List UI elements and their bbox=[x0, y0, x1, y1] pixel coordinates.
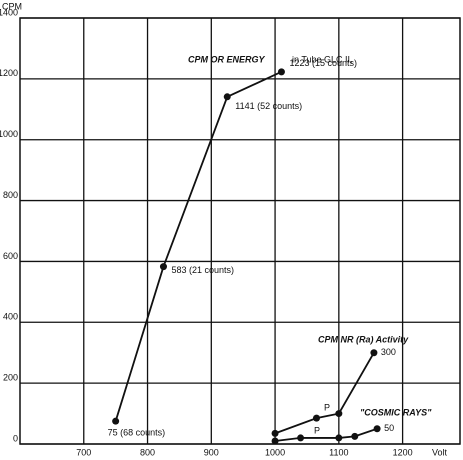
data-label: 75 (68 counts) bbox=[108, 428, 166, 438]
data-point bbox=[112, 417, 120, 425]
data-label: 1223 (15 counts) bbox=[289, 58, 357, 68]
series-line bbox=[274, 427, 378, 442]
x-tick-label: 900 bbox=[204, 447, 219, 457]
series-label: CPM OR ENERGY bbox=[188, 54, 266, 64]
y-tick-label: 1400 bbox=[0, 7, 18, 17]
annotation: P bbox=[314, 425, 320, 435]
x-tick-label: 1000 bbox=[265, 447, 285, 457]
series-label: "COSMIC RAYS" bbox=[360, 407, 432, 417]
y-tick-label: 1000 bbox=[0, 129, 18, 139]
y-tick-label: 600 bbox=[3, 251, 18, 261]
annotation: in Tube GLC II, bbox=[292, 54, 353, 64]
plot-frame bbox=[19, 17, 461, 445]
x-tick-label: 1200 bbox=[393, 447, 413, 457]
data-point bbox=[159, 263, 167, 271]
data-point bbox=[271, 437, 279, 445]
data-label: 583 (21 counts) bbox=[171, 265, 234, 275]
y-axis-label: CPM bbox=[2, 1, 22, 11]
data-point bbox=[297, 434, 305, 442]
data-point bbox=[271, 429, 279, 437]
data-point bbox=[335, 434, 343, 442]
data-point bbox=[335, 410, 343, 418]
annotation: P bbox=[324, 402, 330, 412]
x-tick-label: 800 bbox=[140, 447, 155, 457]
y-tick-label: 0 bbox=[13, 433, 18, 443]
data-point bbox=[351, 432, 359, 440]
y-tick-label: 800 bbox=[3, 190, 18, 200]
data-label: 50 bbox=[384, 423, 394, 433]
data-point bbox=[277, 68, 285, 76]
x-axis-label: Volt bbox=[432, 447, 448, 457]
series-label: CPM NR (Ra) Activity bbox=[318, 334, 409, 344]
data-label: 1141 (52 counts) bbox=[235, 101, 302, 111]
y-tick-label: 200 bbox=[3, 373, 18, 383]
data-label: 300 bbox=[381, 347, 396, 357]
y-tick-label: 1200 bbox=[0, 68, 18, 78]
x-tick-label: 700 bbox=[76, 447, 91, 457]
data-point bbox=[373, 425, 381, 433]
x-tick-label: 1100 bbox=[329, 447, 348, 457]
series-line bbox=[274, 352, 375, 435]
y-tick-label: 400 bbox=[3, 312, 18, 322]
data-point bbox=[370, 349, 378, 357]
data-point bbox=[313, 414, 321, 422]
series-line bbox=[114, 71, 282, 422]
data-point bbox=[223, 93, 231, 101]
